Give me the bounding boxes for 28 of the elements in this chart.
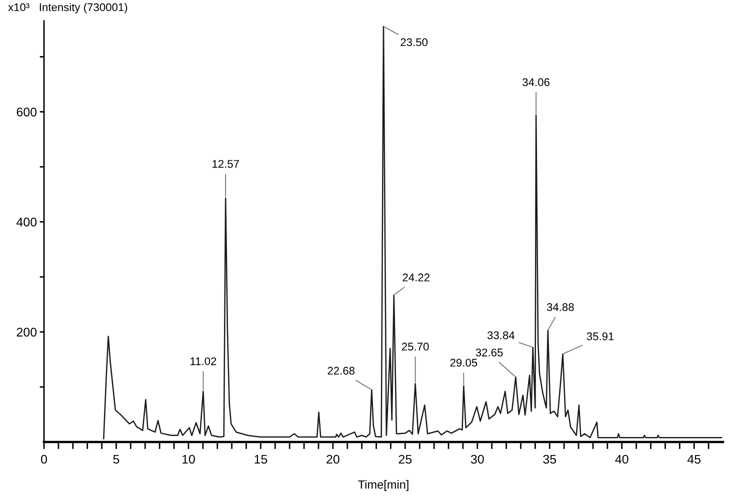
y-axis-title: x10³ Intensity (730001) [8, 3, 128, 14]
annotation: 24.22 [402, 274, 430, 282]
annotation: 23.50 [400, 38, 428, 46]
x-tick-label: 0 [41, 454, 47, 464]
annotation: 34.88 [546, 303, 574, 312]
annotation: 32.65 [476, 348, 503, 356]
x-tick-label: 5 [113, 454, 120, 464]
y-tick-label: 600 [16, 108, 37, 116]
x-tick-label: 30 [470, 454, 484, 464]
annotation: 22.68 [328, 366, 355, 375]
x-tick-label: 10 [182, 454, 195, 464]
y-tick-label: 400 [16, 218, 37, 227]
x-tick-label: 15 [254, 454, 268, 464]
annotation: 35.91 [586, 332, 614, 340]
annotation: 29.05 [450, 358, 478, 367]
x-tick-label: 40 [615, 454, 628, 464]
x-tick-label: 45 [687, 454, 701, 464]
annotation: 33.84 [487, 331, 515, 340]
y-tick-label: 200 [16, 328, 37, 337]
line-series [103, 26, 722, 440]
x-tick-label: 35 [543, 454, 556, 464]
annotation: 25.70 [402, 342, 429, 351]
annotation: 11.02 [190, 357, 216, 366]
annotation: 12.57 [212, 160, 239, 168]
annotation: 34.06 [522, 78, 550, 86]
x-axis-title: Time[min] [358, 480, 408, 492]
x-tick-label: 20 [326, 454, 340, 464]
x-tick-label: 25 [398, 454, 412, 464]
